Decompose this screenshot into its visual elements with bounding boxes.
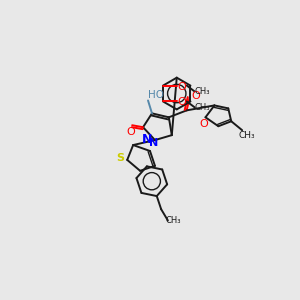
Text: CH₃: CH₃ [195, 103, 210, 112]
Text: O: O [191, 91, 200, 100]
Text: O: O [199, 119, 208, 129]
Text: O: O [178, 98, 186, 107]
Text: HO: HO [148, 89, 164, 100]
Text: S: S [116, 153, 124, 163]
Text: O: O [127, 127, 136, 137]
Text: N: N [149, 138, 159, 148]
Text: CH₃: CH₃ [239, 130, 255, 140]
Text: CH₃: CH₃ [195, 87, 210, 96]
Text: N: N [142, 133, 152, 146]
Text: O: O [178, 82, 186, 92]
Text: CH₃: CH₃ [165, 216, 181, 225]
